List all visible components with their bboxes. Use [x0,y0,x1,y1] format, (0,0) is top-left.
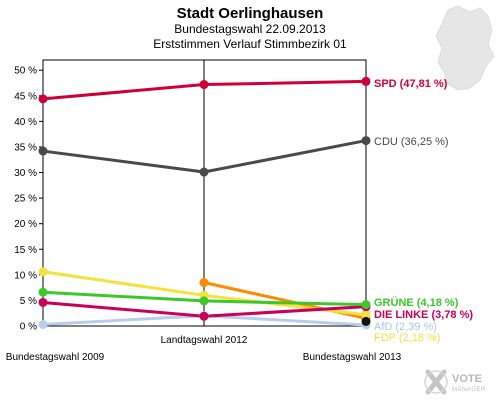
chart-subtitle-2: Erststimmen Verlauf Stimmbezirk 01 [153,37,347,51]
data-point-gr-ne [361,300,371,310]
data-point-fdp [38,267,48,277]
series-label-gr-ne: GRÜNE (4,18 %) [374,296,459,309]
germany-map-icon [435,5,495,91]
chart-subtitle: Bundestagswahl 22.09.2013 [174,22,326,36]
watermark-vote: VOTE [452,373,482,385]
data-point-piraten [199,278,209,288]
data-point-die-linke [38,297,48,307]
y-tick-label: 45 % [14,91,37,102]
y-axis: 0 % 5 % 10 % 15 % 20 % 25 % 30 % 35 % 40 % 45 % 50… [14,66,43,333]
series-label-fdp: FDP (2,18 %) [374,332,440,344]
data-point-cdu [361,136,371,146]
y-tick-label: 25 % [14,194,37,205]
data-point-gr-ne [38,287,48,297]
votemanager-x-logo [424,369,448,395]
series-label-afd: AfD (2,39 %) [374,321,437,333]
x-axis: Bundestagswahl 2009 Landtagswahl 2012 Bund… [6,335,402,363]
series-labels: SPD (47,81 %) CDU (36,25 %) GRÜNE (4,18 %)… [374,78,473,344]
data-point-npd [361,316,371,326]
y-tick-label: 20 % [14,219,37,230]
series-label-spd: SPD (47,81 %) [374,78,448,90]
series-points [38,76,371,330]
x-tick-label: Bundestagswahl 2013 [303,352,402,363]
data-point-cdu [199,167,209,177]
y-tick-label: 15 % [14,245,37,256]
y-tick-label: 0 % [20,322,37,333]
data-point-spd [38,94,48,104]
y-tick-label: 30 % [14,168,37,179]
y-tick-label: 50 % [14,66,37,77]
chart-title: Stadt Oerlinghausen [177,5,324,22]
data-point-gr-ne [199,296,209,306]
x-tick-label: Bundestagswahl 2009 [6,352,105,363]
y-tick-label: 40 % [14,117,37,128]
y-tick-label: 5 % [20,296,37,307]
x-tick-label: Landtagswahl 2012 [161,335,248,346]
series-label-die-linke: DIE LINKE (3,78 %) [374,309,473,321]
y-tick-label: 35 % [14,142,37,153]
data-point-spd [199,80,209,90]
votemanager-logo: VOTE MANAGER [424,369,486,395]
series-label-cdu: CDU (36,25 %) [374,136,449,148]
watermark-manager: MANAGER [452,387,486,393]
data-point-sonstige [38,319,48,329]
y-tick-label: 10 % [14,270,37,281]
data-point-fdp [361,310,371,320]
data-point-cdu [38,146,48,156]
data-point-die-linke [199,311,209,321]
data-point-spd [361,76,371,86]
